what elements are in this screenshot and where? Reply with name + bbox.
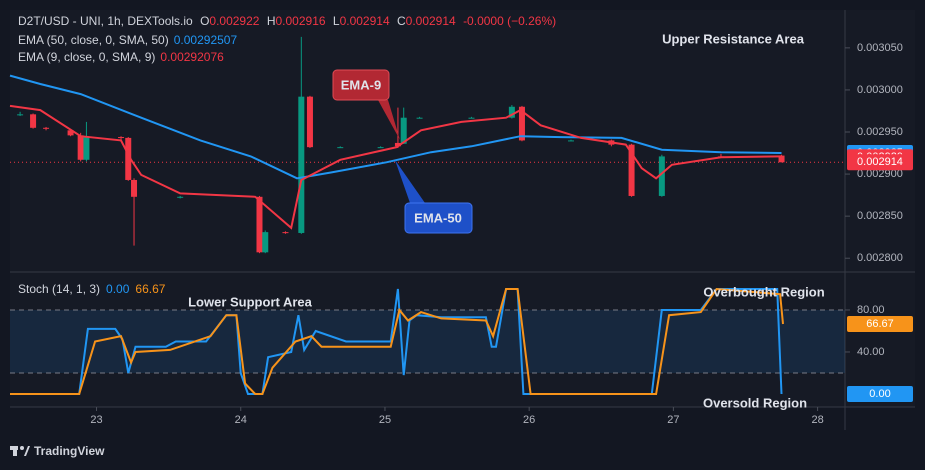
change: -0.0000 (−0.26%) [463,14,556,28]
ema50-legend: EMA (50, close, 0, SMA, 50) 0.00292507 [18,33,237,47]
candle-body [394,142,401,147]
callout-text: EMA-50 [414,210,462,225]
candle-body [83,137,90,160]
legend-name: EMA (50, close, 0, SMA, 50) [18,33,169,47]
x-tick-label: 28 [811,414,823,426]
price-label-box [847,315,913,332]
callout-box [404,202,473,234]
candle-body [17,114,24,116]
candle-body [77,135,84,160]
candle-body [377,147,384,149]
stoch-legend: Stoch (14, 1, 3) 0.00 66.67 [18,282,166,296]
price-label: 0.00 [869,388,890,400]
candle-body [628,144,635,196]
candle-body [306,96,313,148]
line [9,104,782,230]
logo-part [24,446,30,456]
ohlc-label: H [267,14,276,28]
symbol-legend: D2T/USD - UNI, 1h, DEXTools.io O0.002922… [18,14,556,28]
candle-body [778,155,785,163]
ohlc-value: 0.002922 [209,14,259,28]
callout-pointer [395,160,425,203]
line [10,287,784,395]
callout-text: EMA-9 [341,77,381,92]
y-tick-label: 0.002800 [857,252,903,264]
candle-body [337,147,344,149]
ohlc-label: O [200,14,209,28]
ohlc-value: 0.002914 [406,14,456,28]
candle-body [468,117,475,119]
x-tick-label: 24 [235,414,247,426]
candle-body [43,127,50,129]
ohlc-label: C [397,14,406,28]
ohlc-value: 0.002916 [275,14,325,28]
price-label-box [847,385,913,402]
candle-body [298,96,305,233]
candle-body [262,232,269,253]
candle-body [518,106,525,141]
ohlc-value: 0.002914 [340,14,390,28]
logo [10,446,30,456]
band [10,309,845,373]
candle-body [416,117,423,119]
candle-body [177,196,184,198]
legend-name: EMA (9, close, 0, SMA, 9) [18,50,155,64]
candle-body [131,179,138,197]
symbol-title: D2T/USD - UNI, 1h, DEXTools.io [18,14,193,28]
annotation: Lower Support Area [188,294,313,309]
y-tick-label: 0.002850 [857,210,903,222]
y-tick-label: 40.00 [857,346,885,358]
legend-value: 0.00292076 [160,50,224,64]
plots: 0.003050 0.003000 0.002950 0.002900 0.002850… [9,36,913,426]
candle-body [508,106,515,118]
y-tick-label: 80.00 [857,304,885,316]
candle-body [282,232,289,234]
line [9,74,782,180]
candle-body [30,114,37,128]
y-tick-label: 0.002900 [857,168,903,180]
logo-part [20,446,24,450]
candle-body [125,137,132,180]
x-tick-label: 26 [523,414,535,426]
price-label: 66.67 [866,318,894,330]
y-tick-label: 0.003000 [857,84,903,96]
line [10,288,783,395]
candle-body [658,156,665,196]
x-tick-label: 25 [379,414,391,426]
candle-body [67,130,74,136]
x-tick-label: 27 [667,414,679,426]
legend-value: 0.00292507 [174,33,238,47]
legend-value: 66.67 [135,282,165,296]
annotation: Overbought Region [703,284,824,299]
price-label: 0.002914 [857,156,903,168]
candle-body [567,140,574,142]
annotation: Oversold Region [703,395,807,410]
x-tick-label: 23 [90,414,102,426]
brand: TradingView [34,444,105,458]
stoch-title: Stoch (14, 1, 3) [18,282,100,296]
candle-body [118,137,125,139]
callout-pointer [378,100,400,140]
price-label-box [847,154,913,171]
ohlc-label: L [333,14,340,28]
legend-value: 0.00 [106,282,130,296]
ema9-legend: EMA (9, close, 0, SMA, 9) 0.00292076 [18,50,224,64]
annotation: Upper Resistance Area [662,31,805,46]
candle-body [400,117,407,144]
callout-box [332,69,390,101]
logo-part [13,446,17,456]
y-tick-label: 0.002950 [857,126,903,138]
candle-body [256,196,263,253]
y-tick-label: 0.003050 [857,42,903,54]
